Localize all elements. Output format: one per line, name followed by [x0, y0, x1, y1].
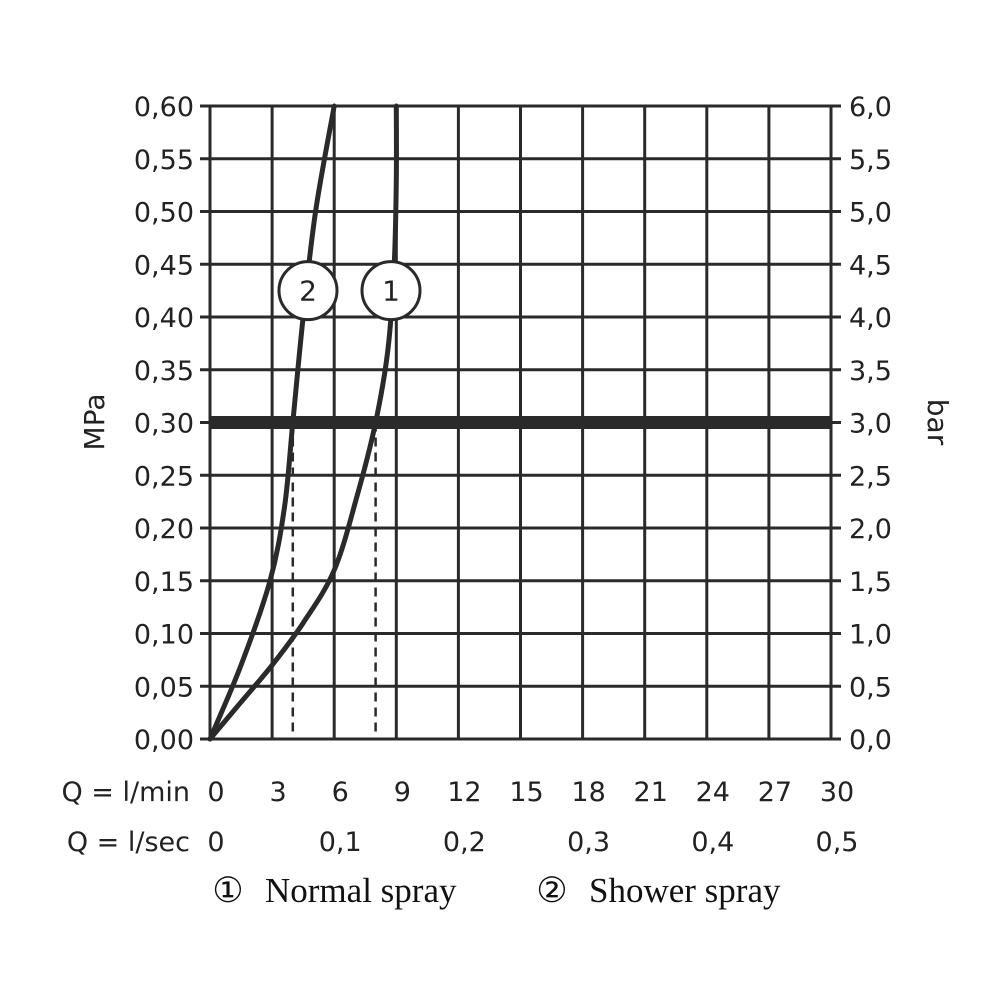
legend-symbol-shower-spray: ②: [536, 871, 567, 910]
right-tick-label: 5,5: [849, 145, 892, 176]
right-tick-label: 0,0: [849, 725, 892, 756]
right-tick-label: 5,0: [849, 198, 892, 229]
right-tick-label: 3,0: [849, 409, 892, 440]
dashed-markers: [291, 422, 377, 739]
plot-frame: [208, 104, 833, 741]
x-lmin-tick-label: 21: [634, 777, 668, 808]
left-tick-label: 0,20: [134, 514, 194, 545]
series-lines: [207, 103, 399, 742]
x-lmin-tick-label: 24: [696, 777, 730, 808]
series-marker-circle: [360, 260, 422, 322]
right-tick-label: 3,5: [849, 356, 892, 387]
series-line-normal-spray: [207, 103, 399, 742]
x-lmin-tick-label: 3: [270, 777, 287, 808]
right-axis-ticks: 0,0 0,5 1,0 1,5 2,0 2,5 3,0 3,5 4,0 4,5 5,0 5,5 6,0: [849, 92, 892, 756]
legend-label-shower-spray: Shower spray: [589, 871, 781, 910]
series-marker-label: 2: [299, 275, 317, 308]
x-lsec-tick-label: 0,2: [443, 827, 486, 858]
left-tick-label: 0,40: [134, 303, 194, 334]
x-lmin-tick-label: 15: [509, 777, 543, 808]
left-axis-ticks: 0,00 0,05 0,10 0,15 0,20 0,25 0,30 0,35 0,40 0,45…: [134, 92, 194, 756]
left-tick-label: 0,45: [134, 250, 194, 281]
left-tick-label: 0,25: [134, 461, 194, 492]
left-tick-label: 0,05: [134, 672, 194, 703]
x-lsec-tick-label: 0,5: [816, 827, 859, 858]
series-number-markers: 12: [277, 260, 422, 322]
x-lmin-tick-label: 0: [207, 777, 224, 808]
x-axis-lmin-label: Q = l/min: [61, 777, 190, 808]
x-lmin-tick-label: 6: [332, 777, 349, 808]
series-line-shower-spray: [207, 103, 337, 742]
left-tick-label: 0,60: [134, 92, 194, 123]
x-lmin-tick-label: 30: [820, 777, 854, 808]
x-lmin-tick-label: 18: [571, 777, 605, 808]
left-tick-label: 0,00: [134, 725, 194, 756]
x-lmin-tick-label: 12: [447, 777, 481, 808]
x-axis-lsec-label: Q = l/sec: [67, 827, 190, 858]
right-tick-label: 2,5: [849, 461, 892, 492]
right-tick-label: 6,0: [849, 92, 892, 123]
x-lmin-tick-label: 27: [758, 777, 792, 808]
series-marker-circle: [277, 260, 339, 322]
series-marker-label: 1: [382, 275, 400, 308]
right-tick-label: 2,0: [849, 514, 892, 545]
right-axis-label: bar: [921, 399, 954, 446]
x-lsec-tick-label: 0,4: [691, 827, 734, 858]
plot-border: [208, 104, 833, 741]
right-tick-label: 1,5: [849, 567, 892, 598]
x-axis-lmin-ticks: 0 3 6 9 12 15 18 21 24 27 30: [207, 777, 854, 808]
right-tick-label: 0,5: [849, 672, 892, 703]
left-tick-label: 0,10: [134, 620, 194, 651]
x-lsec-tick-label: 0: [207, 827, 224, 858]
x-lmin-tick-label: 9: [394, 777, 411, 808]
x-lsec-tick-label: 0,1: [319, 827, 362, 858]
left-tick-label: 0,30: [134, 409, 194, 440]
legend: ① Normal spray ② Shower spray: [212, 871, 781, 910]
right-tick-label: 1,0: [849, 620, 892, 651]
right-tick-label: 4,0: [849, 303, 892, 334]
left-tick-label: 0,35: [134, 356, 194, 387]
x-lsec-tick-label: 0,3: [567, 827, 610, 858]
left-axis-label: MPa: [78, 394, 111, 451]
legend-symbol-normal-spray: ①: [212, 871, 243, 910]
left-tick-label: 0,55: [134, 145, 194, 176]
x-axis-lsec-ticks: 0 0,1 0,2 0,3 0,4 0,5: [207, 827, 858, 858]
left-tick-label: 0,15: [134, 567, 194, 598]
left-tick-label: 0,50: [134, 198, 194, 229]
legend-label-normal-spray: Normal spray: [265, 871, 457, 910]
right-tick-label: 4,5: [849, 250, 892, 281]
